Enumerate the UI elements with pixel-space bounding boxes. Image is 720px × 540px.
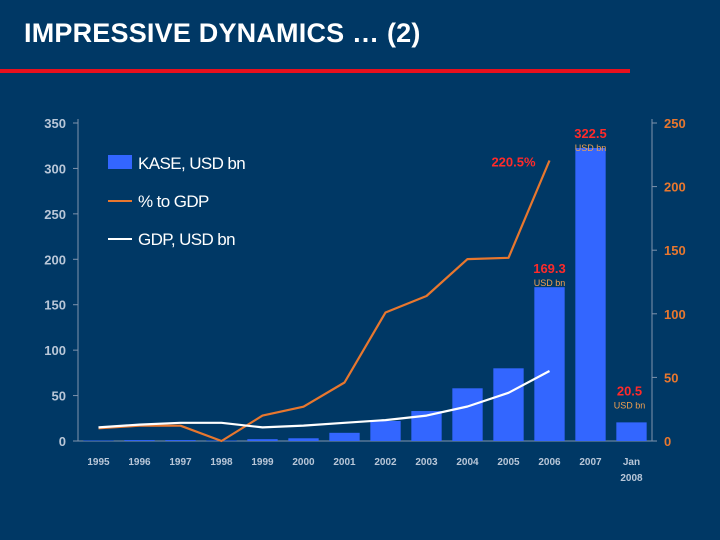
left-tick-label: 250: [44, 207, 66, 222]
left-tick-label: 200: [44, 252, 66, 267]
data-label: 20.5: [617, 383, 642, 398]
left-tick-label: 50: [52, 389, 66, 404]
title-rule: [0, 69, 630, 73]
bar-kase: [288, 438, 319, 441]
bar-kase: [165, 440, 196, 441]
bar-kase: [83, 440, 114, 442]
slide-title: IMPRESSIVE DYNAMICS … (2): [24, 18, 421, 48]
data-label: 322.5: [574, 126, 607, 141]
x-tick-label: 2004: [456, 457, 479, 468]
bar-kase: [616, 422, 647, 441]
line-pct-to-gdp: [98, 160, 551, 443]
line-gdp: [98, 370, 551, 429]
right-tick-label: 150: [664, 243, 686, 258]
data-label: 169.3: [533, 261, 566, 276]
bar-kase: [575, 147, 606, 441]
bar-kase: [370, 421, 401, 441]
bar-kase: [329, 432, 360, 441]
x-tick-label: 2003: [415, 457, 438, 468]
legend-label: KASE, USD bn: [138, 154, 245, 173]
right-tick-label: 50: [664, 370, 678, 385]
data-label-unit: USD bn: [534, 278, 566, 288]
right-tick-label: 100: [664, 307, 686, 322]
right-tick-label: 200: [664, 180, 686, 195]
x-tick-label: 2002: [374, 457, 397, 468]
left-tick-label: 100: [44, 343, 66, 358]
bar-kase: [534, 287, 565, 441]
x-tick-label: 1997: [169, 457, 192, 468]
right-tick-label: 250: [664, 116, 686, 131]
data-label-unit: USD bn: [575, 143, 607, 153]
x-tick-label: 2001: [333, 457, 356, 468]
bar-kase: [247, 439, 278, 441]
bar-kase: [124, 440, 155, 441]
left-tick-label: 150: [44, 298, 66, 313]
legend-label: % to GDP: [138, 192, 209, 211]
x-tick-label: 1995: [87, 457, 110, 468]
x-tick-label: 2000: [292, 457, 315, 468]
x-tick-label: 1998: [210, 457, 233, 468]
legend-swatch-bar: [108, 155, 132, 169]
x-tick-label: Jan: [623, 457, 640, 468]
x-tick-label: 2006: [538, 457, 561, 468]
data-label-unit: USD bn: [614, 400, 646, 410]
data-label: 220.5%: [491, 155, 536, 170]
legend-label: GDP, USD bn: [138, 230, 235, 249]
x-tick-label: 2007: [579, 457, 602, 468]
x-tick-label: 2005: [497, 457, 520, 468]
right-tick-label: 0: [664, 434, 671, 449]
left-tick-label: 0: [59, 434, 66, 449]
x-tick-label: 2008: [620, 473, 643, 484]
left-tick-label: 300: [44, 161, 66, 176]
x-tick-label: 1996: [128, 457, 151, 468]
x-tick-label: 1999: [251, 457, 274, 468]
bar-kase: [493, 368, 524, 441]
bar-kase: [452, 388, 483, 441]
left-tick-label: 350: [44, 116, 66, 131]
